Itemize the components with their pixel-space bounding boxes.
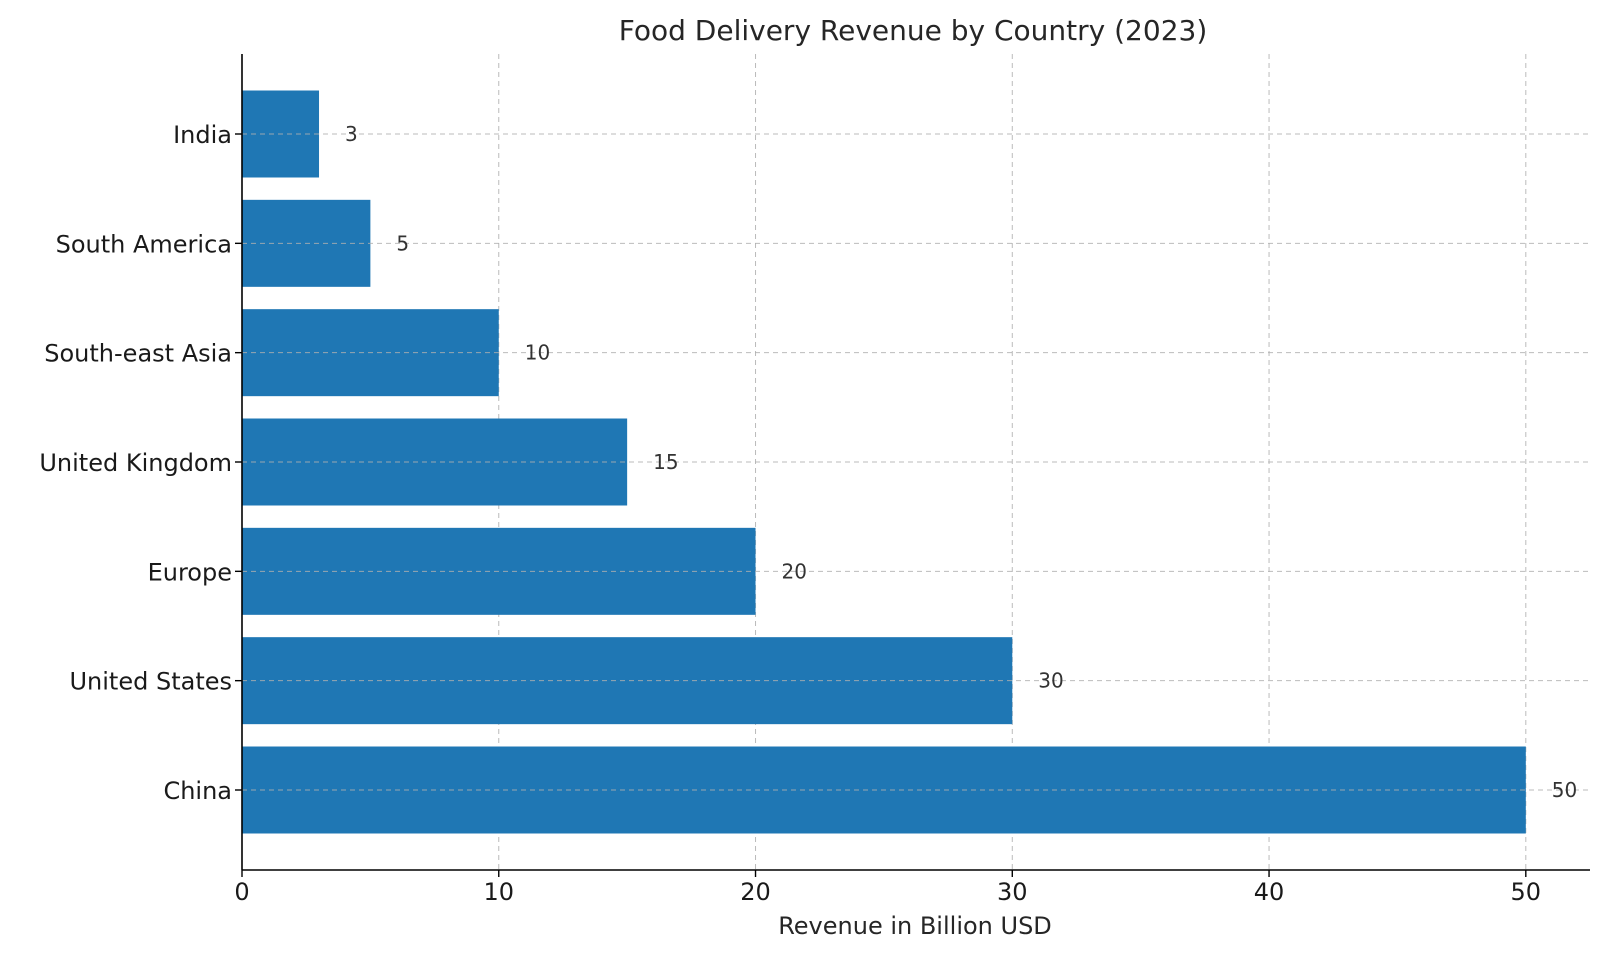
y-axis-ticks: China United States Europe United Kingdom So… bbox=[39, 121, 242, 805]
data-label: 3 bbox=[345, 122, 358, 146]
x-tick-label: 40 bbox=[1254, 878, 1285, 906]
y-tick-label: United Kingdom bbox=[39, 449, 232, 477]
y-tick-label: China bbox=[163, 777, 232, 805]
y-tick-label: India bbox=[173, 121, 232, 149]
data-label: 30 bbox=[1038, 669, 1063, 693]
y-tick-label: South America bbox=[56, 230, 232, 258]
data-labels: 50 30 20 15 10 5 3 bbox=[345, 122, 1577, 802]
y-tick-label: United States bbox=[69, 668, 232, 696]
y-tick-label: South-east Asia bbox=[44, 340, 232, 368]
chart-title: Food Delivery Revenue by Country (2023) bbox=[619, 14, 1208, 47]
x-axis-ticks: 0 10 20 30 40 50 bbox=[234, 870, 1541, 906]
data-label: 20 bbox=[782, 559, 807, 583]
x-tick-label: 50 bbox=[1511, 878, 1542, 906]
y-tick-label: Europe bbox=[148, 558, 232, 586]
data-label: 10 bbox=[525, 341, 550, 365]
data-label: 15 bbox=[653, 450, 678, 474]
x-tick-label: 0 bbox=[234, 878, 249, 906]
x-axis-label: Revenue in Billion USD bbox=[778, 912, 1052, 940]
data-label: 50 bbox=[1552, 778, 1577, 802]
data-label: 5 bbox=[396, 231, 409, 255]
x-tick-label: 30 bbox=[997, 878, 1028, 906]
x-tick-label: 10 bbox=[483, 878, 514, 906]
bar-united-states bbox=[242, 637, 1013, 725]
x-tick-label: 20 bbox=[740, 878, 771, 906]
